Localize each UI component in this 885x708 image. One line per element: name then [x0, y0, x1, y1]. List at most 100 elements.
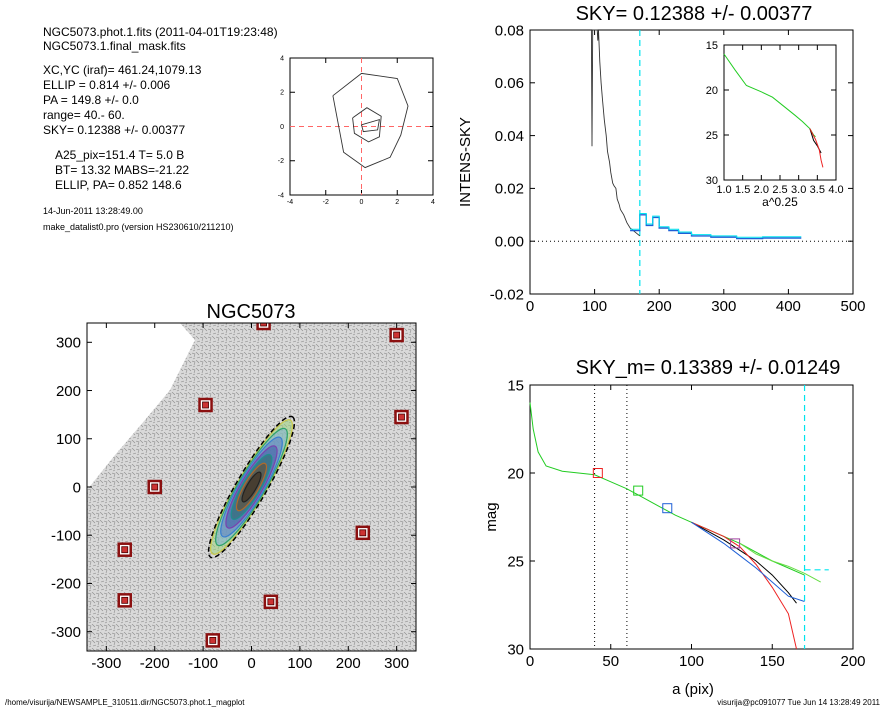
x-tick-label: -200 — [140, 655, 170, 672]
mag-profile-line — [529, 402, 805, 576]
x-tick-label: 0 — [360, 199, 364, 206]
masked-star-core — [398, 413, 405, 421]
footer-user-date: visurija@pc091077 Tue Jun 14 13:28:49 20… — [717, 698, 880, 707]
y-tick-label: 15 — [507, 377, 524, 394]
masked-star-core — [209, 636, 217, 644]
galaxy-map-title: NGC5073 — [207, 301, 296, 323]
map-blank-region — [87, 323, 200, 480]
y-tick-label: 0.02 — [495, 181, 524, 198]
mag-plot-xlabel: a (pix) — [672, 681, 714, 698]
mag-range-marker — [592, 468, 603, 478]
y-tick-label: -300 — [51, 624, 81, 641]
y-tick-label: -100 — [51, 527, 81, 544]
info-line-ellip: ELLIP = 0.814 +/- 0.006 — [43, 78, 171, 92]
x-tick-label: -2 — [323, 199, 329, 206]
mag-range-marker — [662, 503, 673, 514]
y-tick-label: 20 — [507, 465, 524, 482]
x-tick-label: 200 — [647, 298, 672, 315]
x-tick-label: 150 — [760, 653, 785, 670]
info-line-a25: A25_pix=151.4 T= 5.0 B — [55, 148, 184, 162]
isophote-ellipse — [241, 471, 262, 503]
x-tick-label: 2 — [395, 199, 399, 206]
masked-star-core — [359, 529, 367, 537]
x-tick-label: -300 — [91, 655, 121, 672]
x-tick-label: 500 — [840, 298, 865, 315]
x-tick-label: 200 — [336, 655, 361, 672]
info-date: 14-Jun-2011 13:28:49.00 — [43, 206, 143, 216]
info-program: make_datalist0.pro (version HS230610/211… — [43, 222, 233, 232]
y-tick-label: 100 — [56, 431, 81, 448]
info-line-pa: PA = 149.8 +/- 0.0 — [43, 93, 139, 107]
sky-inset-frame — [723, 44, 837, 181]
mag-profile-line — [691, 521, 797, 650]
mag-profile-line — [691, 521, 805, 602]
y-tick-label: 15 — [706, 40, 718, 52]
x-tick-label: 300 — [384, 655, 409, 672]
y-tick-label: 0.04 — [495, 128, 524, 145]
x-tick-label: 4 — [431, 199, 435, 206]
y-tick-label: 0.00 — [495, 233, 524, 250]
x-tick-label: 1.5 — [735, 184, 750, 196]
x-tick-label: 100 — [679, 653, 704, 670]
y-tick-label: 0 — [280, 124, 284, 131]
y-tick-label: 25 — [507, 553, 524, 570]
info-line-range: range= 40.- 60. — [43, 108, 125, 122]
y-tick-label: -2 — [278, 158, 284, 165]
x-tick-label: 50 — [602, 653, 619, 670]
x-tick-label: 2.5 — [772, 184, 787, 196]
y-tick-label: 4 — [280, 55, 284, 62]
x-tick-label: 2.0 — [754, 184, 769, 196]
info-line-center: XC,YC (iraf)= 461.24,1079.13 — [43, 63, 202, 77]
y-tick-label: 30 — [507, 641, 524, 658]
info-line-mask: NGC5073.1.final_mask.fits — [43, 39, 186, 53]
x-tick-label: -4 — [287, 199, 293, 206]
mag-range-marker — [633, 485, 644, 496]
masked-star-core — [260, 323, 267, 327]
x-tick-label: 4.0 — [828, 184, 843, 196]
y-tick-label: 20 — [706, 85, 718, 97]
x-tick-label: 0 — [526, 298, 534, 315]
masked-star-core — [202, 401, 209, 409]
y-tick-label: 0.06 — [495, 75, 524, 92]
a25-ellipse — [207, 415, 296, 559]
x-tick-label: 400 — [776, 298, 801, 315]
info-line-file: NGC5073.phot.1.fits (2011-04-01T19:23:48… — [43, 25, 278, 39]
sky-plot-frame — [529, 29, 854, 295]
x-tick-label: -100 — [188, 655, 218, 672]
x-tick-label: 3.0 — [791, 184, 806, 196]
y-tick-label: 0.08 — [495, 22, 524, 39]
x-tick-label: 300 — [711, 298, 736, 315]
info-line-ellip-pa: ELLIP, PA= 0.852 148.6 — [55, 178, 182, 192]
masked-star-core — [121, 596, 129, 604]
y-tick-label: 300 — [56, 335, 81, 352]
contour-line — [352, 107, 382, 143]
masked-star-core — [267, 598, 275, 606]
y-tick-label: -200 — [51, 576, 81, 593]
x-tick-label: 0 — [526, 653, 534, 670]
y-tick-label: -0.02 — [490, 286, 524, 303]
x-tick-label: 0 — [247, 655, 255, 672]
sky-plot-title: SKY= 0.12388 +/- 0.00377 — [576, 3, 813, 25]
mag-profile-line — [691, 521, 797, 604]
x-tick-label: 100 — [287, 655, 312, 672]
center-contour-plot: -4 -2 0 2 4 -4 -2 0 2 4 — [278, 55, 435, 206]
y-tick-label: 30 — [706, 175, 718, 187]
sky-profile-plot: SKY= 0.12388 +/- 0.00377 INTENS-SKY 0 100… — [457, 3, 866, 315]
footer-path: /home/visurija/NEWSAMPLE_310511.dir/NGC5… — [5, 698, 245, 707]
masked-star-core — [393, 331, 401, 339]
contour-line — [332, 72, 409, 169]
mag-profile-plot: SKY_m= 0.13389 +/- 0.01249 a (pix) mag 0… — [483, 357, 866, 698]
mag-plot-ylabel: mag — [483, 502, 500, 531]
y-tick-label: 2 — [280, 90, 284, 97]
galaxy-map-plot: NGC5073 -300 -200 -100 0 100 200 300 -300 -200 -1… — [51, 301, 417, 672]
y-tick-label: -4 — [278, 192, 284, 199]
masked-star-core — [121, 546, 129, 554]
sky-binned-line — [630, 214, 802, 240]
x-tick-label: 100 — [582, 298, 607, 315]
x-tick-label: 1.0 — [716, 184, 731, 196]
sky-inset-xlabel: a^0.25 — [762, 195, 798, 209]
mag-plot-title: SKY_m= 0.13389 +/- 0.01249 — [576, 357, 841, 379]
x-tick-label: 200 — [840, 653, 865, 670]
x-tick-label: 3.5 — [810, 184, 825, 196]
